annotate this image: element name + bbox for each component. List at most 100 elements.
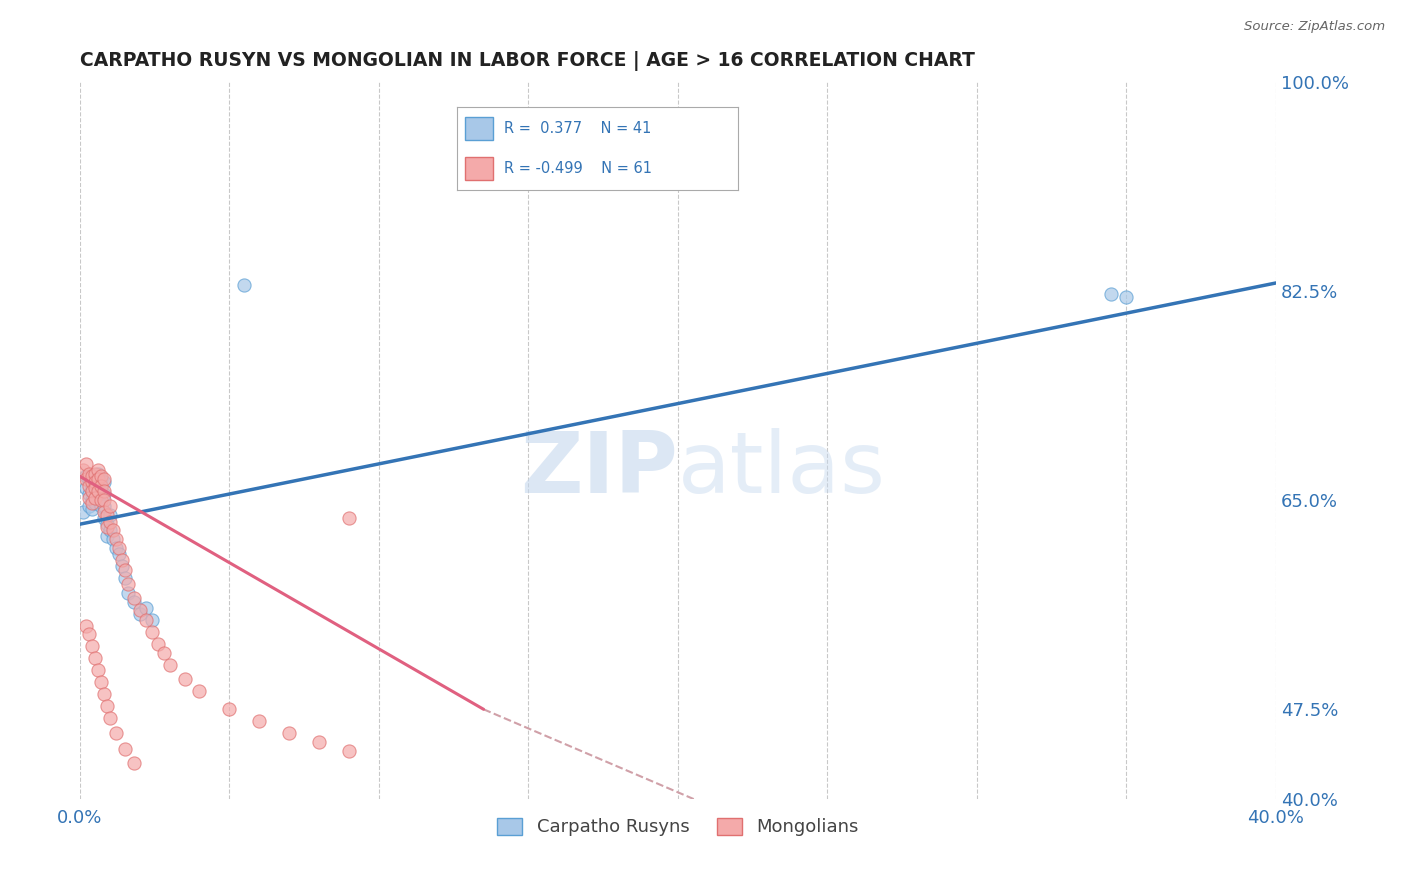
Point: [1101, 286, 1123, 301]
Text: ZIP: ZIP: [520, 428, 678, 511]
Point: [90, 472, 112, 486]
Point: [141, 624, 163, 639]
Point: [75, 469, 97, 483]
Point: [107, 547, 129, 561]
Point: [98, 508, 121, 522]
Point: [337, 744, 360, 758]
Point: [96, 508, 118, 522]
Point: [80, 479, 103, 493]
Point: [152, 646, 174, 660]
Point: [337, 511, 360, 525]
Point: [101, 523, 124, 537]
Point: [83, 496, 105, 510]
Point: [278, 726, 301, 740]
Point: [83, 491, 105, 505]
Point: [87, 472, 110, 486]
Point: [96, 529, 118, 543]
Point: [188, 684, 211, 698]
Point: [87, 483, 110, 498]
Point: [104, 726, 127, 740]
Point: [83, 467, 105, 481]
Point: [75, 618, 97, 632]
Point: [104, 541, 127, 555]
Point: [107, 541, 129, 555]
Point: [122, 591, 145, 606]
Point: [77, 491, 100, 505]
Point: [117, 577, 139, 591]
Point: [87, 487, 110, 501]
Point: [135, 613, 157, 627]
Point: [80, 483, 103, 498]
Point: [128, 603, 150, 617]
Point: [87, 481, 110, 495]
Point: [98, 500, 121, 514]
Point: [83, 481, 105, 495]
Point: [80, 483, 103, 498]
Point: [77, 487, 100, 501]
Point: [90, 674, 112, 689]
Legend: Carpatho Rusyns, Mongolians: Carpatho Rusyns, Mongolians: [489, 810, 866, 844]
Point: [87, 463, 110, 477]
Point: [90, 493, 112, 508]
Point: [77, 467, 100, 481]
Point: [93, 487, 115, 501]
Point: [83, 481, 105, 495]
Point: [96, 517, 118, 532]
Point: [93, 500, 115, 514]
Point: [111, 553, 134, 567]
Point: [72, 505, 94, 519]
Point: [93, 483, 115, 498]
Point: [80, 501, 103, 516]
Point: [83, 651, 105, 665]
Point: [135, 600, 157, 615]
Point: [233, 278, 256, 293]
Point: [98, 523, 121, 537]
Point: [114, 571, 136, 585]
Point: [80, 496, 103, 510]
Point: [80, 493, 103, 508]
Point: [122, 595, 145, 609]
Point: [117, 586, 139, 600]
Point: [93, 472, 115, 486]
Point: [173, 673, 195, 687]
Point: [146, 637, 169, 651]
Point: [87, 467, 110, 481]
Point: [80, 469, 103, 483]
Point: [98, 711, 121, 725]
Point: [96, 519, 118, 533]
Point: [141, 613, 163, 627]
Point: [90, 469, 112, 483]
Point: [128, 607, 150, 621]
Point: [93, 493, 115, 508]
Point: [218, 702, 240, 716]
Point: [90, 483, 112, 498]
Point: [83, 491, 105, 505]
Text: atlas: atlas: [678, 428, 886, 511]
Point: [75, 481, 97, 495]
Point: [247, 714, 270, 729]
Point: [93, 687, 115, 701]
Point: [75, 458, 97, 472]
Point: [101, 532, 124, 546]
Point: [90, 500, 112, 514]
Point: [1115, 290, 1137, 304]
Point: [75, 472, 97, 486]
Point: [77, 500, 100, 514]
Point: [122, 756, 145, 770]
Point: [87, 663, 110, 677]
Point: [308, 734, 330, 748]
Point: [83, 475, 105, 490]
Point: [114, 563, 136, 577]
Point: [80, 639, 103, 653]
Point: [93, 511, 115, 525]
Point: [90, 479, 112, 493]
Point: [104, 532, 127, 546]
Text: CARPATHO RUSYN VS MONGOLIAN IN LABOR FORCE | AGE > 16 CORRELATION CHART: CARPATHO RUSYN VS MONGOLIAN IN LABOR FOR…: [80, 51, 974, 70]
Point: [93, 475, 115, 490]
Point: [80, 475, 103, 490]
Point: [83, 475, 105, 490]
Point: [159, 658, 181, 673]
Point: [77, 627, 100, 641]
Point: [77, 472, 100, 486]
Point: [77, 479, 100, 493]
